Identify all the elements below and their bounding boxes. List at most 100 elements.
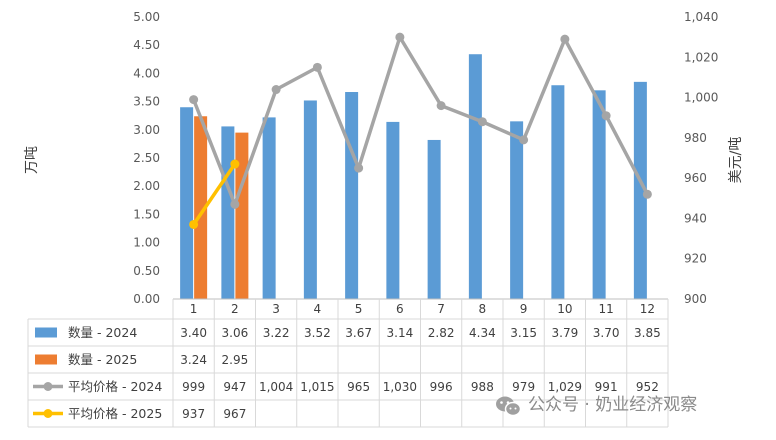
series-point	[642, 189, 652, 199]
bar	[303, 100, 317, 299]
left-tick-label: 5.00	[133, 10, 160, 24]
right-tick-label: 1,040	[684, 10, 718, 24]
left-axis-title: 万吨	[24, 146, 40, 174]
legend-label: 平均价格 - 2025	[68, 406, 162, 421]
series-line	[191, 35, 649, 207]
legend-marker	[43, 382, 53, 391]
bar	[510, 121, 524, 299]
right-tick-label: 1,020	[684, 50, 718, 64]
x-tick-label: 2	[231, 302, 239, 316]
data-label: 3.52	[304, 326, 331, 340]
bar	[262, 117, 276, 299]
x-tick-label: 10	[557, 302, 572, 316]
right-tick-label: 960	[684, 171, 707, 185]
bar	[180, 107, 194, 300]
left-tick-label: 2.50	[133, 151, 160, 165]
data-label: 3.40	[180, 326, 207, 340]
data-label: 1,030	[383, 380, 417, 394]
watermark: 公众号 · 奶业经济观察	[496, 395, 697, 417]
series-point	[230, 199, 240, 209]
data-label: 991	[595, 380, 618, 394]
series-point	[601, 111, 611, 121]
data-label: 988	[471, 380, 494, 394]
series-point	[189, 95, 199, 105]
series-point	[354, 163, 364, 173]
data-label: 965	[347, 380, 370, 394]
series-point	[312, 62, 322, 72]
data-label: 999	[182, 380, 205, 394]
bar	[235, 132, 249, 299]
data-label: 2.82	[428, 326, 455, 340]
right-tick-label: 920	[684, 252, 707, 266]
left-tick-label: 1.00	[133, 236, 160, 250]
legend-label: 数量 - 2025	[68, 352, 137, 367]
legend-label: 数量 - 2024	[68, 325, 137, 340]
series-point	[519, 135, 529, 145]
data-label: 3.24	[180, 353, 207, 367]
x-tick-label: 5	[355, 302, 363, 316]
data-label: 3.85	[634, 326, 661, 340]
right-tick-label: 900	[684, 292, 707, 306]
data-label: 3.22	[263, 326, 290, 340]
left-tick-label: 4.50	[133, 38, 160, 52]
left-tick-label: 0.00	[133, 292, 160, 306]
right-axis-ticks: 900 920 940 960 980 1,000 1,020 1,040	[684, 10, 718, 306]
right-axis-title: 美元/吨	[728, 137, 744, 184]
series-point	[230, 159, 240, 169]
data-label: 3.70	[593, 326, 620, 340]
left-tick-label: 0.50	[133, 264, 160, 278]
left-tick-label: 3.50	[133, 95, 160, 109]
bar-series	[180, 54, 647, 300]
series-point	[436, 101, 446, 111]
data-label: 952	[636, 380, 659, 394]
series-point	[395, 32, 405, 42]
data-label: 3.06	[222, 326, 249, 340]
bar	[386, 121, 400, 300]
data-label: 4.34	[469, 326, 496, 340]
x-tick-label: 11	[598, 302, 613, 316]
x-tick-label: 1	[190, 302, 198, 316]
x-tick-label: 6	[396, 302, 404, 316]
data-label: 967	[223, 407, 246, 421]
legend-label: 平均价格 - 2024	[68, 379, 162, 394]
series-point	[189, 219, 199, 229]
series-point	[477, 117, 487, 127]
x-tick-label: 7	[437, 302, 445, 316]
bar	[468, 54, 482, 299]
bar	[221, 126, 235, 299]
data-label: 3.14	[387, 326, 414, 340]
left-axis-ticks: 0.00 0.50 1.00 1.50 2.00 2.50 3.00 3.50 4.00 4.50…	[133, 10, 160, 306]
x-tick-label: 8	[479, 302, 487, 316]
line-series	[189, 32, 652, 229]
data-label: 3.79	[552, 326, 579, 340]
x-tick-label: 3	[272, 302, 280, 316]
x-tick-label: 9	[520, 302, 528, 316]
left-tick-label: 3.00	[133, 123, 160, 137]
data-label: 947	[223, 380, 246, 394]
watermark-text: 公众号 · 奶业经济观察	[528, 395, 697, 415]
right-tick-label: 1,000	[684, 91, 718, 105]
data-label: 1,004	[259, 380, 293, 394]
data-label: 937	[182, 407, 205, 421]
data-label: 1,029	[548, 380, 582, 394]
data-label: 979	[512, 380, 535, 394]
bar	[551, 85, 565, 299]
legend-marker	[43, 409, 53, 418]
left-tick-label: 4.00	[133, 66, 160, 80]
bar	[427, 139, 441, 299]
left-tick-label: 2.00	[133, 179, 160, 193]
legend-swatch	[35, 327, 57, 338]
wechat-icon	[496, 396, 522, 417]
bar	[194, 116, 208, 299]
bar	[345, 92, 359, 300]
left-tick-label: 1.50	[133, 207, 160, 221]
series-point	[560, 34, 570, 44]
data-label: 1,015	[300, 380, 334, 394]
bar	[633, 81, 647, 299]
legend-swatch	[35, 354, 57, 365]
data-label: 3.15	[510, 326, 537, 340]
x-tick-label: 4	[314, 302, 322, 316]
